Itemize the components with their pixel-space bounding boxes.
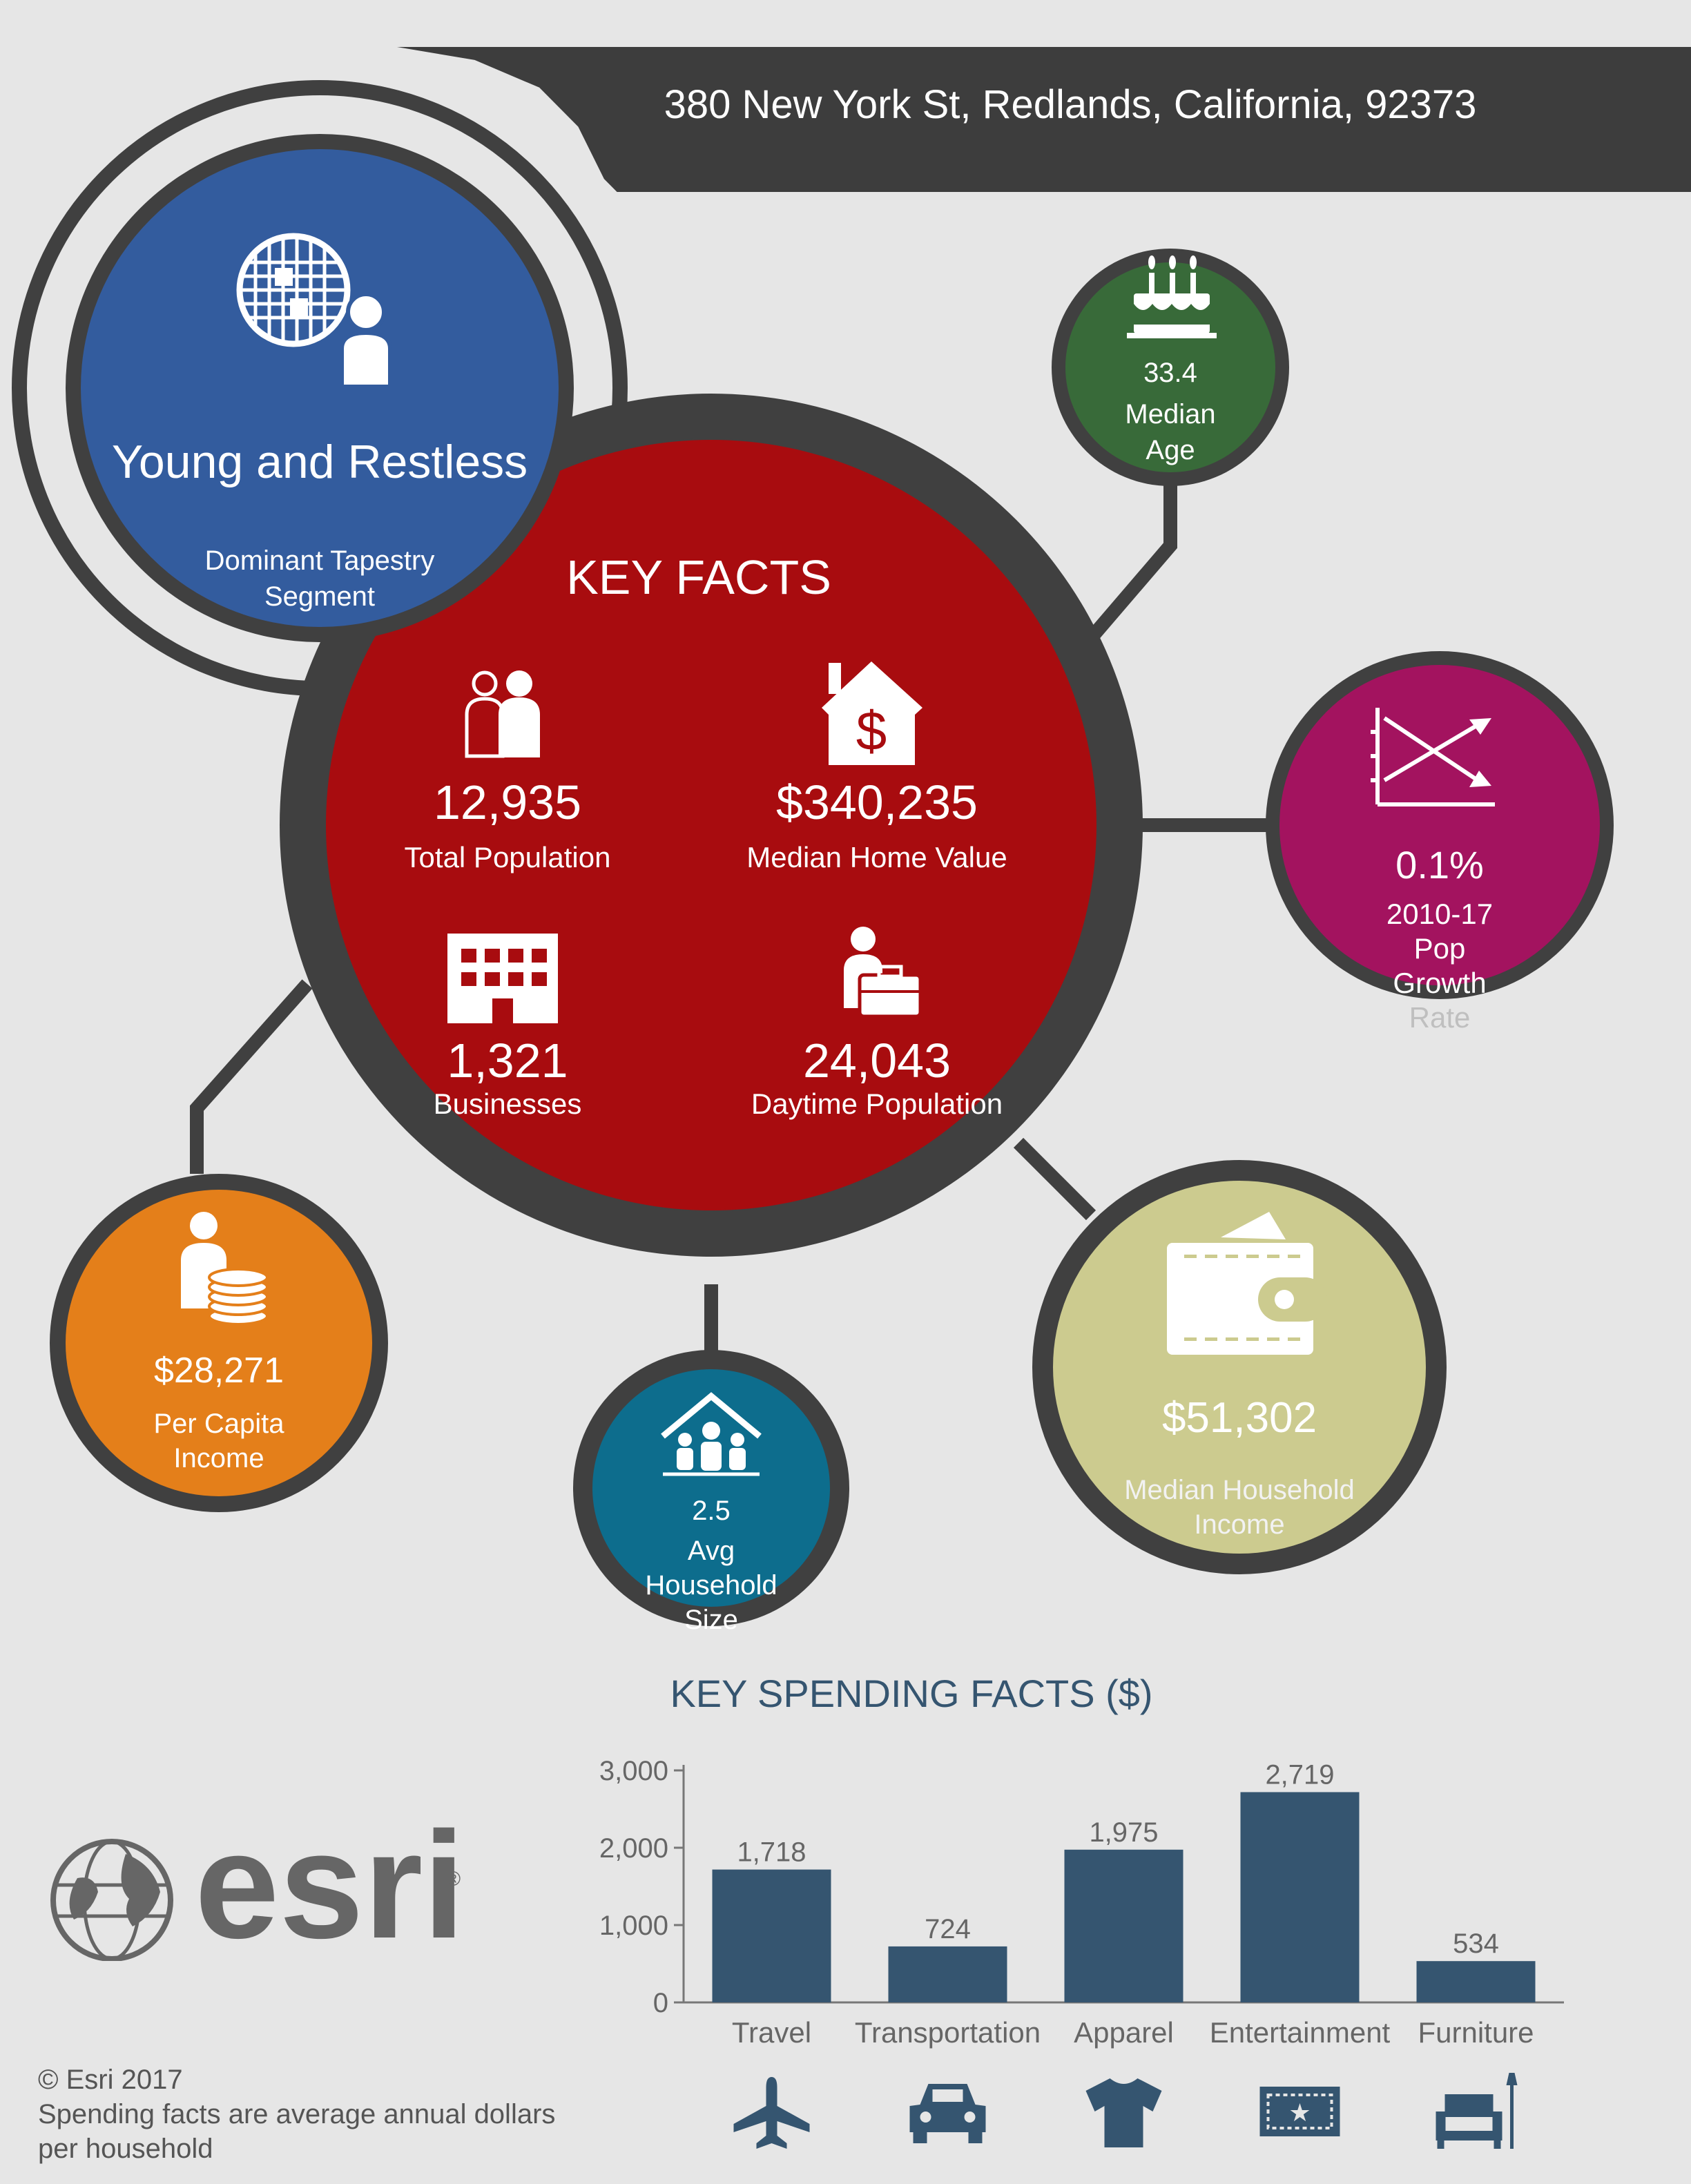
pop-growth-value: 0.1% [1395, 843, 1484, 887]
total-population-label: Total Population [404, 841, 611, 873]
airplane-icon [733, 2077, 810, 2149]
age-circle [1065, 262, 1275, 472]
copyright: © Esri 2017 [38, 2065, 183, 2095]
household-size-line3: Size [684, 1605, 738, 1635]
bar-furniture [1416, 1961, 1536, 2002]
bar-value-label: 2,719 [1265, 1759, 1334, 1790]
connector-per-capita [190, 979, 313, 1174]
median-age-line2: Age [1146, 435, 1195, 465]
household-income-value: $51,302 [1161, 1394, 1317, 1442]
connector-household-income [1013, 1137, 1096, 1221]
connector-lines [190, 480, 1270, 1357]
tapestry-caption-2: Segment [264, 581, 376, 612]
x-category-label: Furniture [1418, 2016, 1534, 2049]
house-dollar-icon: $ [822, 661, 922, 765]
x-category-label: Travel [732, 2016, 811, 2049]
birthday-cake-icon [1127, 255, 1217, 338]
person-coins-icon [181, 1212, 269, 1326]
x-category-label: Transportation [855, 2016, 1041, 2049]
bar-apparel [1064, 1849, 1183, 2002]
median-age-value: 33.4 [1143, 358, 1197, 388]
bar-value-label: 534 [1453, 1929, 1499, 1959]
bar-transportation [888, 1946, 1007, 2002]
y-tick-label: 0 [653, 1988, 668, 2018]
bar-value-label: 1,718 [737, 1837, 806, 1868]
household-size-circle [592, 1369, 830, 1607]
pop-growth-line3: Growth [1393, 967, 1487, 999]
house-family-icon [661, 1392, 762, 1476]
car-icon [909, 2084, 986, 2143]
armchair-icon [1436, 2073, 1518, 2149]
registered-mark: ® [445, 1868, 461, 1891]
esri-globe-icon [50, 1839, 173, 1961]
household-income-line1: Median Household [1124, 1475, 1355, 1505]
per-capita-line1: Per Capita [153, 1409, 284, 1439]
tshirt-icon [1085, 2078, 1162, 2147]
median-home-value-label: Median Home Value [746, 841, 1007, 873]
pop-growth-line2: Pop [1413, 932, 1466, 965]
tapestry-globe-person-icon [236, 233, 392, 389]
per-capita-circle [66, 1190, 372, 1496]
wallet-icon [1167, 1212, 1327, 1355]
y-tick-label: 3,000 [599, 1756, 668, 1786]
svg-text:★: ★ [1288, 2099, 1311, 2127]
tapestry-circle [81, 149, 559, 627]
median-home-value-value: $340,235 [776, 775, 978, 829]
tapestry-segment-name: Young and Restless [111, 436, 528, 488]
per-capita-line2: Income [173, 1443, 264, 1473]
key-facts-title: KEY FACTS [566, 550, 831, 604]
household-income-line2: Income [1194, 1509, 1285, 1540]
household-income-circle [1053, 1181, 1426, 1554]
esri-logo-text: esri [195, 1800, 465, 1970]
connector-age [1061, 480, 1177, 671]
businesses-value: 1,321 [447, 1034, 568, 1088]
bar-travel [712, 1869, 831, 2002]
household-size-value: 2.5 [692, 1496, 731, 1526]
svg-text:$: $ [856, 700, 887, 762]
address-banner [397, 47, 1691, 192]
per-capita-value: $28,271 [154, 1351, 284, 1391]
worker-briefcase-icon [844, 927, 922, 1018]
building-icon [447, 934, 558, 1023]
address-text: 380 New York St, Redlands, California, 9… [664, 82, 1477, 127]
tapestry-caption-1: Dominant Tapestry [204, 545, 435, 576]
footnote-line2: per household [38, 2134, 213, 2164]
people-icon [465, 670, 540, 758]
median-age-line1: Median [1125, 399, 1216, 429]
pop-growth-line4: Rate [1409, 1001, 1471, 1034]
trend-chart-icon [1371, 708, 1495, 806]
x-category-label: Entertainment [1210, 2016, 1391, 2049]
daytime-population-label: Daytime Population [751, 1088, 1003, 1120]
growth-circle [1279, 665, 1600, 985]
ticket-icon: ★ [1259, 2087, 1340, 2136]
household-size-line2: Household [645, 1570, 777, 1601]
pop-growth-line1: 2010-17 [1386, 898, 1494, 930]
footnote-line1: Spending facts are average annual dollar… [38, 2099, 556, 2129]
daytime-population-value: 24,043 [802, 1034, 951, 1088]
chart-title: KEY SPENDING FACTS ($) [670, 1672, 1153, 1715]
bar-entertainment [1240, 1792, 1360, 2002]
x-category-label: Apparel [1074, 2016, 1174, 2049]
y-tick-label: 2,000 [599, 1833, 668, 1864]
household-size-line1: Avg [687, 1536, 735, 1566]
y-tick-label: 1,000 [599, 1911, 668, 1941]
bar-value-label: 1,975 [1089, 1817, 1158, 1848]
total-population-value: 12,935 [433, 775, 582, 829]
businesses-label: Businesses [433, 1088, 582, 1120]
bar-value-label: 724 [925, 1914, 971, 1944]
